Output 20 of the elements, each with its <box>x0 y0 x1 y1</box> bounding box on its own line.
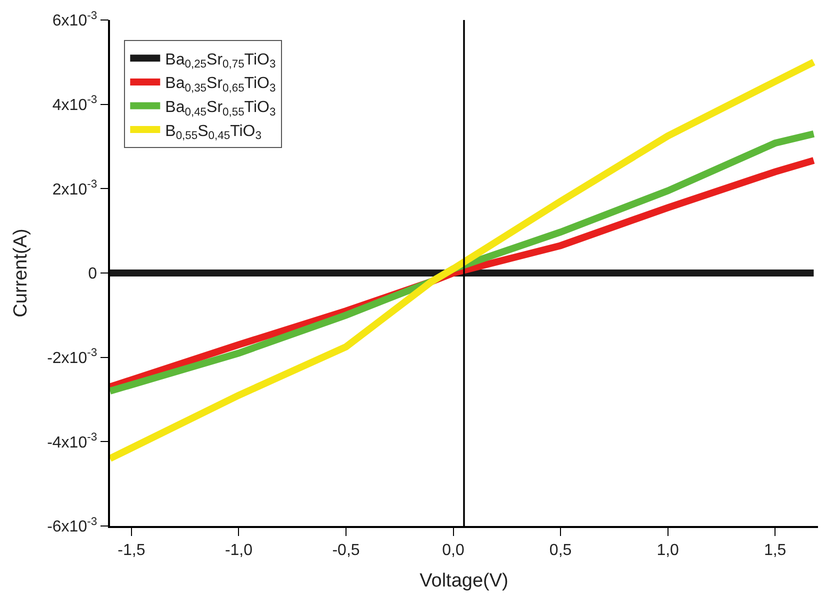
x-tick-label: 1,0 <box>656 542 680 559</box>
legend-label: B$_{0,55}$S$_{0,45}$TiO$_{3}$ <box>165 122 262 142</box>
y-axis-title: Current(A) <box>10 228 32 318</box>
y-tick-label: 6x10$^{-3}$ <box>52 10 98 30</box>
y-tick-label: 0 <box>88 266 98 283</box>
x-tick-label: -1,0 <box>224 542 253 559</box>
legend-label: Ba$_{0,45}$Sr$_{0,55}$TiO$_{3}$ <box>165 98 276 118</box>
x-tick-label: 0,5 <box>549 542 572 559</box>
x-tick-label: 0,0 <box>442 542 464 559</box>
x-tick-label: -0,5 <box>332 542 360 559</box>
y-tick-label: 4x10$^{-3}$ <box>52 94 98 114</box>
x-tick-label: -1,5 <box>118 542 146 559</box>
x-tick-label: 1,5 <box>764 542 786 559</box>
y-tick-label: -6x10$^{-3}$ <box>47 516 98 536</box>
x-axis-title: Voltage(V) <box>420 570 508 592</box>
legend-label: Ba$_{0,25}$Sr$_{0,75}$TiO$_{3}$ <box>165 51 276 71</box>
legend-label: Ba$_{0,35}$Sr$_{0,65}$TiO$_{3}$ <box>165 75 276 95</box>
y-tick-label: -4x10$^{-3}$ <box>47 432 98 452</box>
y-tick-label: 2x10$^{-3}$ <box>52 178 98 198</box>
y-tick-label: -2x10$^{-3}$ <box>47 347 98 367</box>
